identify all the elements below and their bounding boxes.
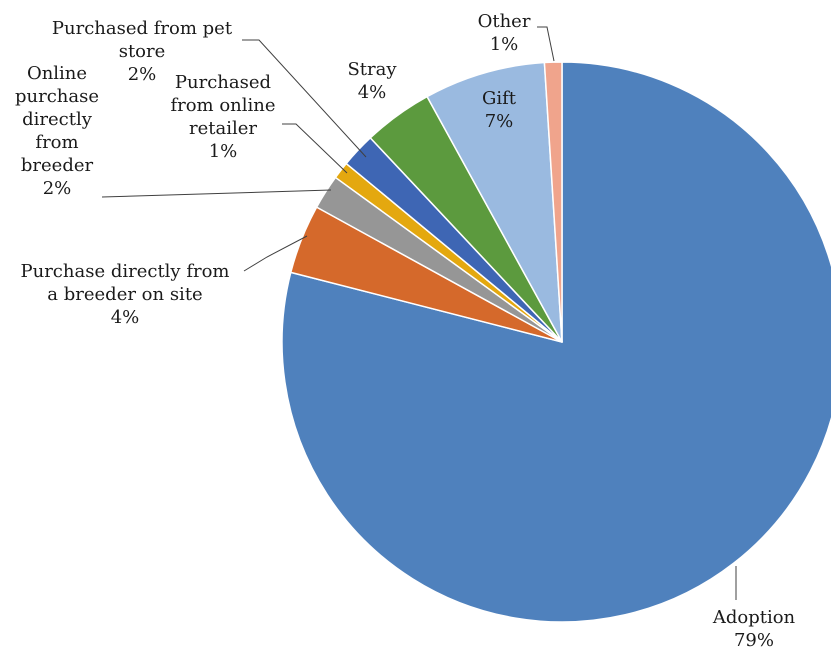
data-label-text: Purchased [175,72,271,93]
data-label-purchased-from-online-retailer: Purchased from online retailer 1% [170,72,275,162]
data-label-text: breeder [21,155,94,176]
slice-gift [426,61,563,343]
data-label-percent: 1% [490,34,519,55]
slice-adoption [281,61,831,623]
data-label-percent: 4% [358,82,387,103]
leader-line-online-purchase-directly-from-breeder [101,189,332,198]
data-label-percent: 2% [43,178,72,199]
data-label-text: a breeder on site [47,284,202,305]
data-label-text: Adoption [712,607,796,628]
leader-line-purchased-from-pet-store [242,39,367,158]
data-label-percent: 1% [209,141,238,162]
data-label-text: from [35,132,78,153]
data-label-text: from online [170,95,275,116]
data-label-purchase-directly-from-a-breeder-on-site: Purchase directly from a breeder on site 4… [21,261,230,328]
pie-slices [281,61,831,623]
data-label-purchased-from-pet-store: Purchased from pet store 2% [52,18,233,85]
data-label-stray: Stray 4% [347,59,397,103]
data-label-text: retailer [189,118,257,139]
data-label-adoption: Adoption 79% [712,607,796,651]
data-label-percent: 79% [734,630,774,651]
data-label-text: Purchased from pet [52,18,233,39]
data-label-percent: 4% [111,307,140,328]
data-label-other: Other 1% [478,11,531,55]
data-label-text: purchase [15,86,99,107]
leader-line-other [537,26,555,62]
leader-line-purchased-from-online-retailer [282,123,348,174]
data-label-percent: 2% [128,64,157,85]
slice-other [543,61,563,343]
leader-line-purchase-directly-from-a-breeder-on-site [243,235,308,272]
data-label-text: Purchase directly from [21,261,230,282]
data-label-percent: 7% [485,111,514,132]
data-label-text: Gift [482,88,517,109]
data-label-text: store [119,41,166,62]
data-label-text: directly [22,109,93,130]
data-label-text: Online [27,63,87,84]
data-label-text: Stray [347,59,397,80]
data-label-gift: Gift 7% [482,88,517,132]
data-labels: Adoption 79% Purchase directly from a breed… [15,11,796,651]
data-label-text: Other [478,11,531,32]
leader-lines [101,26,737,600]
data-label-online-purchase-directly-from-breeder: Online purchase directly from breeder 2% [15,63,99,199]
